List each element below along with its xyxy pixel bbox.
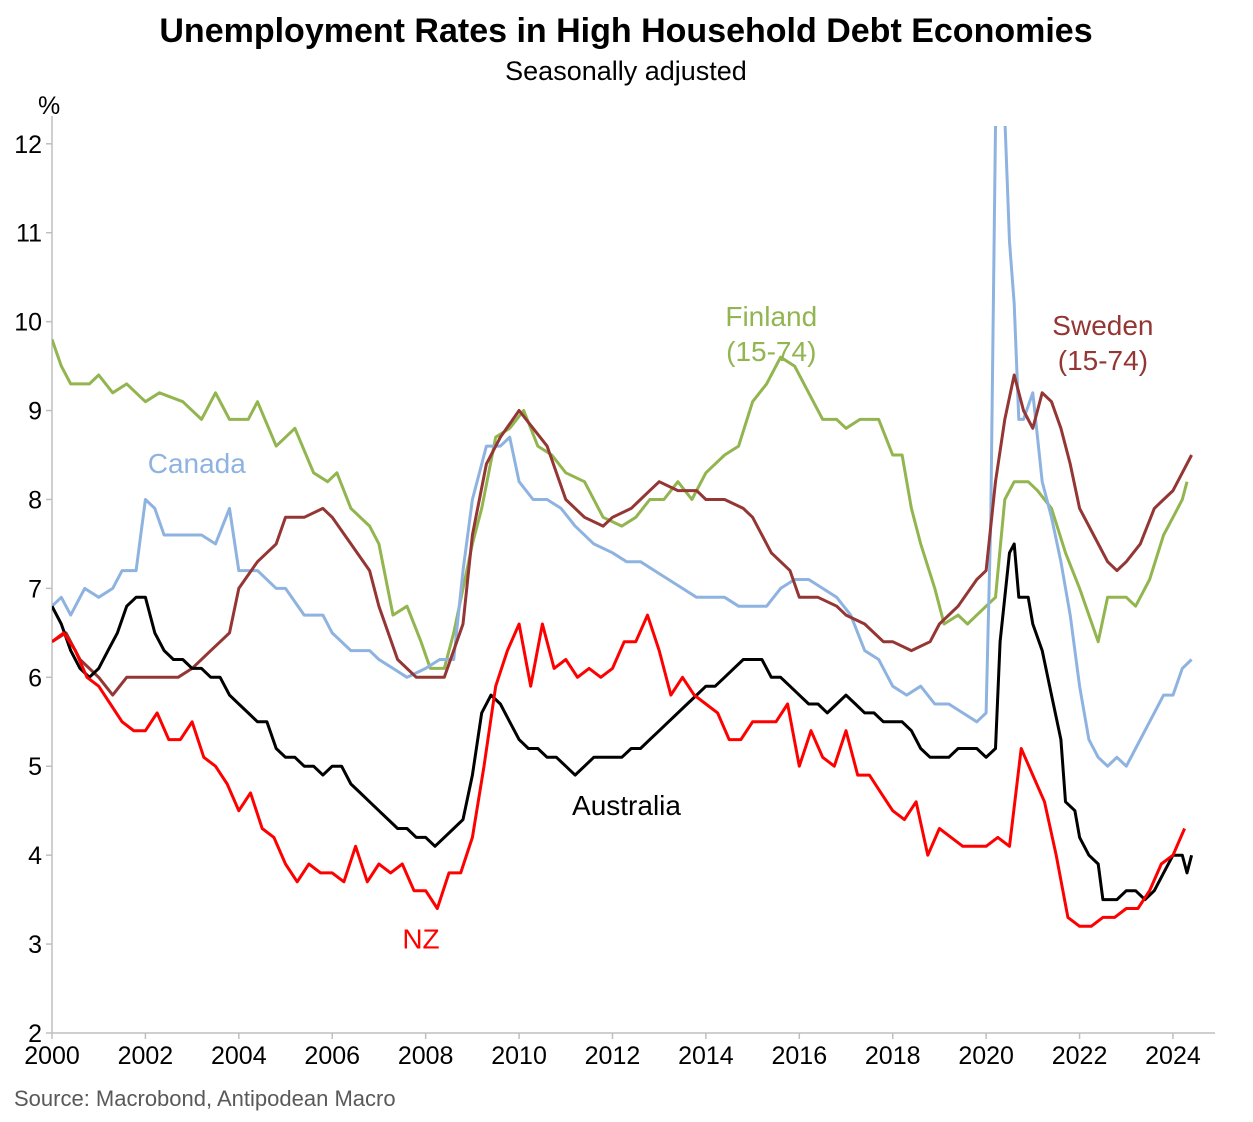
series-label-australia: Australia <box>572 790 681 821</box>
series-label-sweden-15-74: Sweden <box>1052 310 1153 341</box>
series-lines <box>52 126 1194 928</box>
x-tick-label: 2010 <box>491 1042 547 1070</box>
x-tick-label: 2002 <box>118 1042 174 1070</box>
x-tick-label: 2018 <box>865 1042 921 1070</box>
chart-title: Unemployment Rates in High Household Deb… <box>159 12 1092 50</box>
y-tick-label: 6 <box>28 664 42 692</box>
series-line-nz <box>52 613 1186 928</box>
series-line-finland-15-74 <box>52 338 1189 670</box>
x-tick-label: 2004 <box>211 1042 267 1070</box>
series-label-canada: Canada <box>148 448 247 479</box>
series-line-australia <box>52 542 1194 902</box>
x-tick-label: 2000 <box>24 1042 80 1070</box>
axes <box>46 116 1215 1039</box>
tick-labels: 2 3 4 5 6 7 8 9 10 11 12 2000 2002 2004 2006 2008 2010 20… <box>14 131 1201 1070</box>
x-tick-label: 2024 <box>1145 1042 1201 1070</box>
series-labels: Finland (15-74) Canada Sweden (15-74) Austral… <box>148 301 1154 954</box>
x-tick-label: 2016 <box>771 1042 827 1070</box>
series-line-canada <box>52 126 1193 768</box>
x-tick-label: 2006 <box>304 1042 360 1070</box>
y-tick-label: 3 <box>28 931 42 959</box>
x-tick-label: 2020 <box>958 1042 1014 1070</box>
y-tick-label: 10 <box>14 309 42 337</box>
y-tick-label: 9 <box>28 398 42 426</box>
series-line-sweden-15-74 <box>52 373 1193 697</box>
x-tick-label: 2014 <box>678 1042 734 1070</box>
y-tick-label: 4 <box>28 842 42 870</box>
y-tick-label: 2 <box>28 1020 42 1048</box>
x-tick-label: 2022 <box>1052 1042 1108 1070</box>
series-label-sweden-15-74: (15-74) <box>1058 345 1148 376</box>
y-tick-label: 11 <box>16 220 42 248</box>
y-tick-label: 8 <box>28 486 42 514</box>
y-tick-label: 12 <box>14 131 42 159</box>
y-axis-unit: % <box>38 92 60 120</box>
series-label-finland-15-74: Finland <box>725 301 817 332</box>
y-tick-label: 7 <box>28 575 42 603</box>
x-tick-label: 2012 <box>585 1042 641 1070</box>
chart-subtitle: Seasonally adjusted <box>505 56 747 86</box>
series-label-finland-15-74: (15-74) <box>726 336 816 367</box>
y-tick-label: 5 <box>28 753 42 781</box>
series-label-nz: NZ <box>402 924 439 955</box>
source-note: Source: Macrobond, Antipodean Macro <box>14 1086 396 1111</box>
x-tick-label: 2008 <box>398 1042 454 1070</box>
